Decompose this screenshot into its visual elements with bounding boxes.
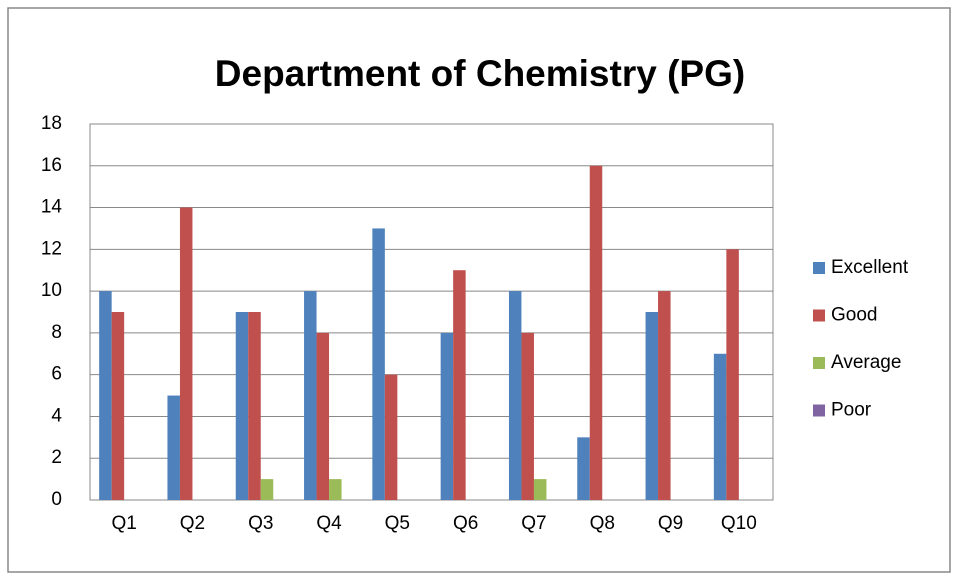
legend-swatch xyxy=(813,262,825,274)
y-tick-label: 0 xyxy=(51,489,62,510)
bar xyxy=(533,479,547,500)
y-tick-label: 8 xyxy=(51,322,62,343)
x-tick-label: Q2 xyxy=(180,513,205,534)
x-tick-label: Q5 xyxy=(385,513,410,534)
bar xyxy=(99,291,112,500)
y-tick-label: 6 xyxy=(51,364,62,385)
chart-title: Department of Chemistry (PG) xyxy=(215,53,745,94)
y-tick-label: 12 xyxy=(41,238,62,259)
bar xyxy=(577,437,590,500)
x-tick-label: Q8 xyxy=(590,513,615,534)
bar xyxy=(248,312,261,500)
y-tick-label: 2 xyxy=(51,447,62,468)
legend-label: Poor xyxy=(831,400,872,421)
y-tick-label: 10 xyxy=(41,280,62,301)
x-tick-label: Q1 xyxy=(111,513,136,534)
legend-label: Good xyxy=(831,305,877,326)
bar xyxy=(111,312,125,500)
bar xyxy=(384,374,398,500)
bar xyxy=(521,332,534,500)
x-tick-label: Q4 xyxy=(316,513,342,534)
legend-label: Average xyxy=(831,352,901,373)
bar xyxy=(260,479,274,500)
bar xyxy=(645,312,659,500)
bar xyxy=(179,207,193,501)
bar xyxy=(726,249,739,500)
bar xyxy=(316,332,330,500)
bar xyxy=(713,353,727,500)
y-tick-label: 14 xyxy=(41,197,63,218)
y-tick-label: 4 xyxy=(51,405,62,426)
bar xyxy=(235,312,249,500)
bar xyxy=(167,395,180,500)
x-tick-label: Q9 xyxy=(658,513,683,534)
bar xyxy=(453,270,466,500)
bar xyxy=(304,291,317,500)
y-tick-label: 18 xyxy=(41,113,62,134)
chart-border xyxy=(7,7,951,573)
legend-swatch xyxy=(813,357,825,369)
y-tick-label: 16 xyxy=(41,155,62,176)
legend-swatch xyxy=(813,404,825,417)
x-tick-label: Q6 xyxy=(453,513,478,534)
bar xyxy=(329,479,342,500)
legend-label: Excellent xyxy=(831,257,909,278)
bar xyxy=(372,228,385,500)
bar xyxy=(589,165,603,500)
bar xyxy=(440,332,454,500)
x-tick-label: Q7 xyxy=(521,513,546,534)
x-tick-label: Q10 xyxy=(721,513,757,534)
x-tick-label: Q3 xyxy=(248,513,273,534)
bar xyxy=(508,291,522,500)
legend-swatch xyxy=(813,309,825,322)
bar xyxy=(658,291,671,500)
